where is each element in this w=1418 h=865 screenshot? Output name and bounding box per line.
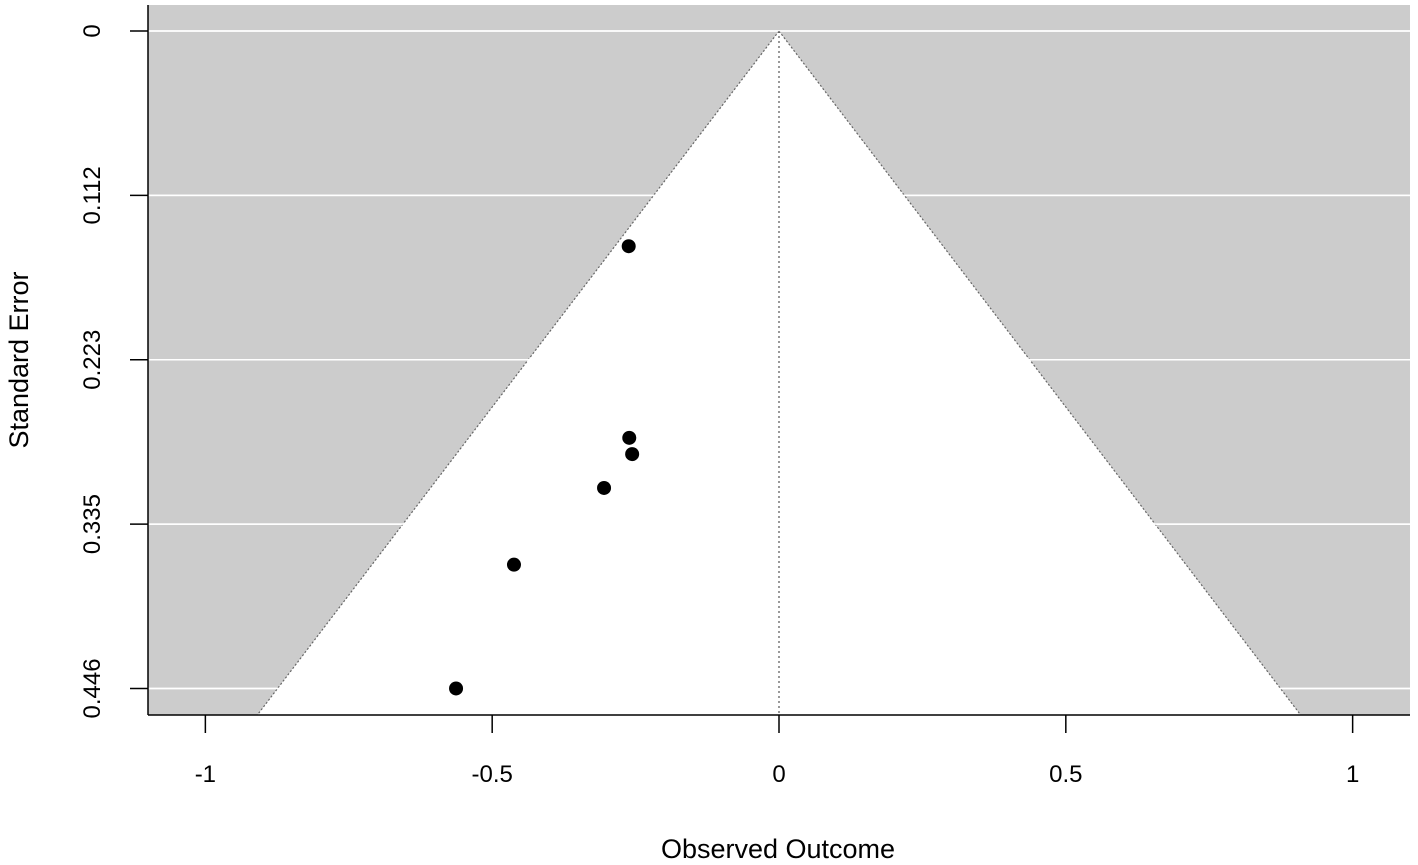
x-tick-label-2: 0 (772, 761, 785, 788)
y-tick-label-2: 0.223 (79, 330, 106, 390)
y-axis: 0 0.112 0.223 0.335 0.446 (79, 5, 149, 718)
data-point-1 (622, 430, 637, 445)
y-axis-title: Standard Error (4, 271, 34, 448)
plot-area (148, 5, 1410, 715)
y-tick-label-1: 0.112 (79, 166, 106, 224)
x-tick-label-3: 0.5 (1049, 761, 1082, 788)
funnel-edge-left (256, 30, 780, 715)
funnel-edge-right (778, 30, 1302, 715)
data-point-2 (625, 447, 640, 462)
x-tick-label-4: 1 (1346, 761, 1359, 788)
x-axis-title: Observed Outcome (661, 834, 895, 864)
data-point-5 (449, 681, 464, 696)
y-tick-label-4: 0.446 (79, 658, 106, 718)
x-tick-label-1: -0.5 (472, 761, 513, 788)
data-point-4 (506, 557, 521, 572)
y-tick-label-3: 0.335 (79, 494, 106, 554)
data-point-3 (597, 480, 612, 495)
y-tick-label-0: 0 (79, 24, 106, 37)
x-tick-label-0: -1 (195, 761, 216, 788)
data-point-0 (621, 239, 636, 254)
x-axis: -1 -0.5 0 0.5 1 (148, 714, 1410, 788)
